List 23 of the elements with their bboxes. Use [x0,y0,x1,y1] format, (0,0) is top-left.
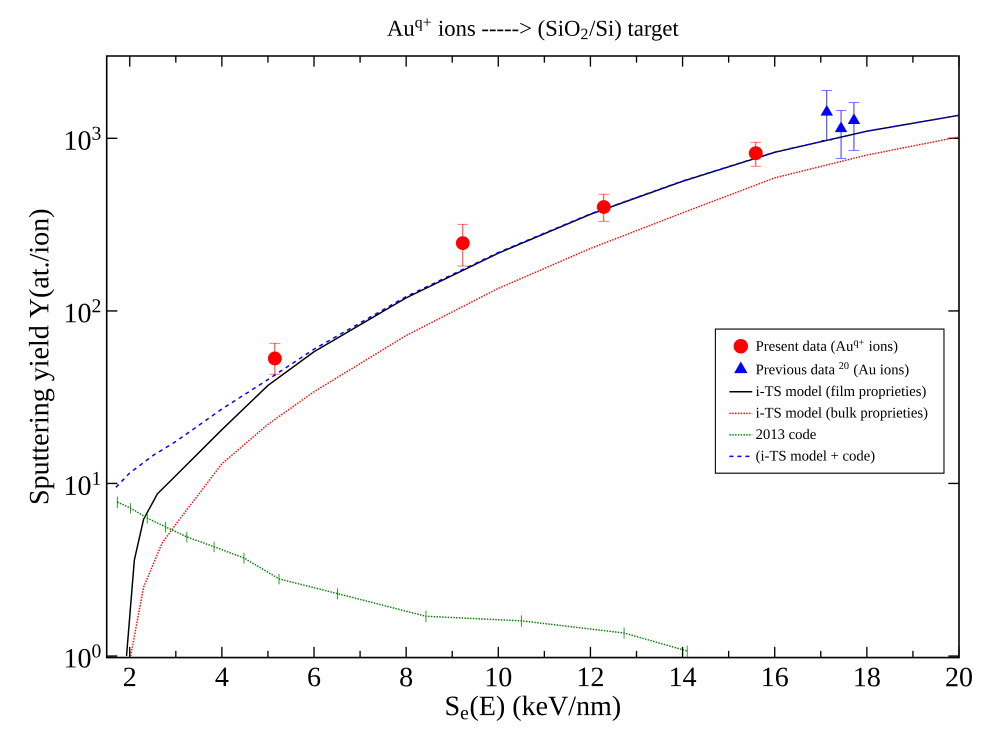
legend-label: 2013 code [756,429,816,440]
x-tick-label: 10 [486,668,512,687]
x-tick-label: 16 [763,668,788,687]
x-tick-label: 4 [215,668,228,686]
y-tick-label: 10$^{2}$ [66,299,100,323]
y-tick-label: 10$^{3}$ [66,126,101,150]
y-axis-title: Sputtering yield Y(at./ion) [28,210,54,504]
x-tick-label: 6 [308,668,320,687]
legend-label: (i-TS model + code) [756,450,874,464]
legend-label: Present data (Au$^{q+}$ ions) [756,340,898,354]
x-tick-label: 14 [671,668,696,686]
x-axis-title: S$_{e}$(E) (keV/nm) [446,696,620,722]
y-tick-label: 10$^{1}$ [66,472,100,496]
x-tick-label: 20 [946,668,972,687]
legend-label: i-TS model (bulk proprieties) [756,408,928,421]
x-tick-label: 2 [124,668,136,686]
x-tick-label: 8 [400,668,412,687]
chart-title: Au$^{q+}$ ions -----> (SiO$_{2}$/Si) target [387,18,679,41]
x-tick-label: 18 [855,668,880,687]
x-tick-label: 12 [578,668,603,686]
legend-label: Previous data $^{20}$ (Au ions) [756,362,909,378]
legend-label: i-TS model (film proprieties) [756,386,926,400]
y-tick-label: 10$^{0}$ [66,644,101,668]
